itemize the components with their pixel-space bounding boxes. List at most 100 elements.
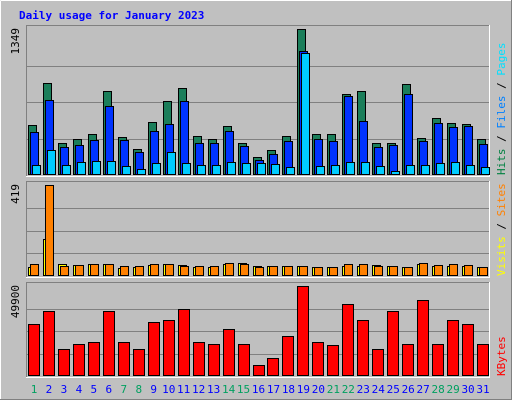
bar-kbytes-day-18 [282, 336, 294, 376]
series-kbytes [28, 286, 489, 376]
bar-sites-day-21 [329, 267, 338, 276]
chart-panels: 1349 Hits / Files / Pages 419 Visits / Site… [9, 25, 508, 378]
bar-sites-day-4 [75, 265, 84, 276]
bar-kbytes-day-31 [477, 344, 489, 376]
day-label-29: 29 [446, 383, 459, 396]
bar-kbytes-day-13 [208, 344, 220, 376]
day-label-26: 26 [402, 383, 415, 396]
bar-kbytes-day-30 [462, 324, 474, 376]
bar-kbytes-day-3 [58, 349, 70, 376]
bar-kbytes-day-22 [342, 304, 354, 376]
bar-kbytes-day-5 [88, 342, 100, 376]
bar-kbytes-day-17 [267, 358, 279, 376]
day-label-8: 8 [135, 383, 142, 396]
bar-kbytes-day-27 [417, 300, 429, 376]
bar-pages-day-14 [227, 162, 236, 175]
bar-pages-day-17 [271, 164, 280, 175]
bar-kbytes-day-9 [148, 322, 160, 376]
day-label-6: 6 [106, 383, 113, 396]
bar-pages-day-27 [421, 165, 430, 175]
bar-pages-day-3 [62, 165, 71, 175]
legend-entry: Pages [495, 43, 508, 76]
bar-pages-day-4 [77, 162, 86, 175]
bar-sites-day-15 [240, 264, 249, 276]
day-label-25: 25 [387, 383, 400, 396]
legend-entry: Hits [495, 149, 508, 176]
bar-pages-day-26 [406, 165, 415, 175]
day-label-19: 19 [297, 383, 310, 396]
bar-kbytes-day-6 [103, 311, 115, 376]
bar-sites-day-9 [150, 264, 159, 276]
legend: Visits / Sites [495, 183, 508, 276]
bar-pages-day-11 [182, 163, 191, 175]
bar-pages-day-28 [436, 163, 445, 175]
bar-pages-day-7 [122, 166, 131, 175]
bar-sites-day-22 [344, 264, 353, 276]
bar-sites-day-29 [449, 264, 458, 276]
bar-sites-day-19 [299, 266, 308, 276]
bar-sites-day-30 [464, 265, 473, 276]
bar-pages-day-24 [376, 166, 385, 175]
bar-kbytes-day-26 [402, 344, 414, 376]
day-label-17: 17 [267, 383, 280, 396]
day-label-27: 27 [417, 383, 430, 396]
legend-entry: / [495, 129, 508, 149]
bar-kbytes-day-11 [178, 309, 190, 376]
legend-entry: Files [495, 96, 508, 129]
bar-sites-day-24 [374, 266, 383, 276]
bar-pages-day-21 [331, 165, 340, 175]
bar-kbytes-day-20 [312, 342, 324, 376]
bar-sites-day-31 [479, 267, 488, 276]
bar-kbytes-day-15 [238, 344, 250, 376]
day-label-23: 23 [357, 383, 370, 396]
day-label-10: 10 [162, 383, 175, 396]
bar-sites-day-23 [359, 264, 368, 276]
bar-sites-day-18 [284, 266, 293, 276]
y-max-label: 419 [9, 184, 22, 204]
bar-sites-day-10 [165, 264, 174, 276]
day-label-4: 4 [76, 383, 83, 396]
y-max-label: 49900 [9, 285, 22, 318]
bar-sites-day-20 [314, 267, 323, 276]
bar-sites-day-14 [225, 263, 234, 276]
bar-pages-day-19 [301, 53, 310, 175]
day-label-1: 1 [31, 383, 38, 396]
panel-middle: 419 Visits / Sites [9, 181, 508, 278]
legend-entry: / [495, 76, 508, 96]
bar-pages-day-30 [466, 165, 475, 175]
day-label-22: 22 [342, 383, 355, 396]
day-label-21: 21 [327, 383, 340, 396]
bar-kbytes-day-1 [28, 324, 40, 376]
bar-pages-day-20 [316, 166, 325, 175]
bar-pages-day-22 [346, 162, 355, 175]
y-max-label: 1349 [9, 28, 22, 55]
bar-sites-day-27 [419, 263, 428, 276]
bar-pages-day-29 [451, 162, 460, 175]
legend-entry: Sites [495, 183, 508, 216]
day-label-2: 2 [46, 383, 53, 396]
legend-entry: Visits [495, 236, 508, 276]
bar-kbytes-day-7 [118, 342, 130, 376]
day-label-9: 9 [150, 383, 157, 396]
bar-pages-day-16 [257, 163, 266, 175]
bar-sites-day-25 [389, 266, 398, 276]
legend-entry: / [495, 216, 508, 236]
bar-sites-day-13 [210, 266, 219, 276]
plot-area [26, 181, 490, 278]
bar-kbytes-day-8 [133, 349, 145, 376]
day-label-16: 16 [252, 383, 265, 396]
bar-pages-day-5 [92, 161, 101, 175]
day-label-28: 28 [432, 383, 445, 396]
bar-kbytes-day-21 [327, 345, 339, 376]
series-sites [30, 185, 488, 276]
day-label-30: 30 [461, 383, 474, 396]
day-label-15: 15 [237, 383, 250, 396]
bar-sites-day-2 [45, 185, 54, 276]
bar-pages-day-8 [137, 169, 146, 175]
day-label-3: 3 [61, 383, 68, 396]
day-label-5: 5 [91, 383, 98, 396]
bar-pages-day-1 [32, 165, 41, 175]
bar-pages-day-2 [47, 150, 56, 175]
